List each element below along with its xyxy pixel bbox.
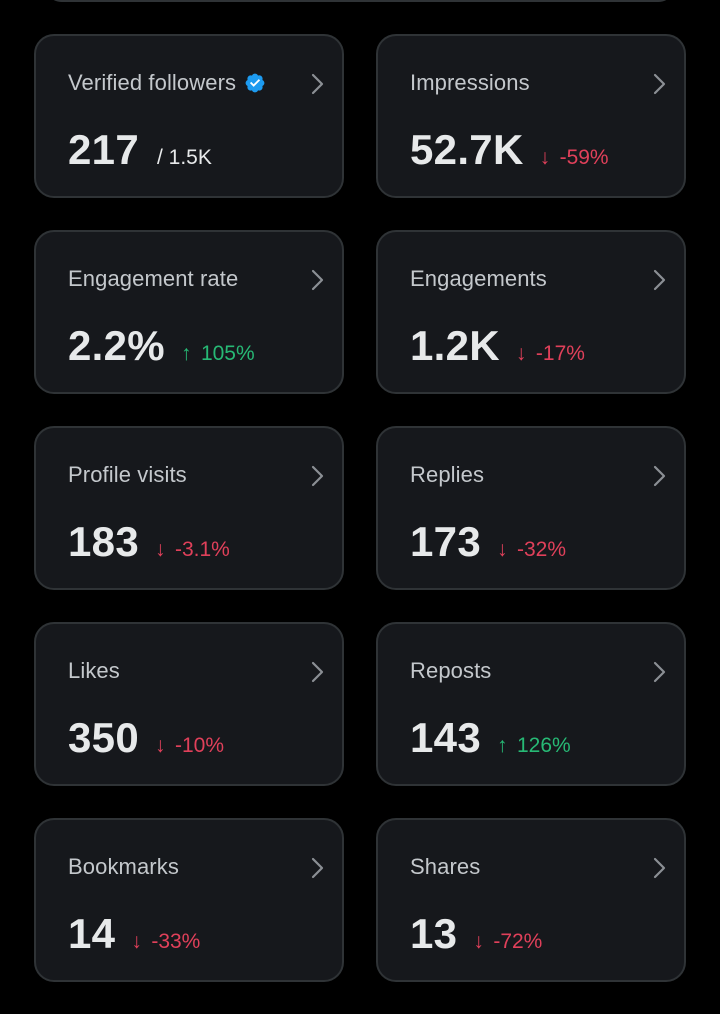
metric-value: 350	[68, 714, 139, 761]
metric-change-value: -32%	[516, 538, 567, 561]
metric-change-value: 126%	[516, 734, 571, 757]
metric-title: Engagements	[410, 266, 547, 291]
metric-title-text: Verified followers	[68, 70, 237, 95]
arrow-down-icon: ↓	[473, 930, 484, 953]
chevron-right-icon	[653, 857, 666, 879]
metric-value-row: 173 ↓ -32%	[410, 518, 566, 566]
metric-value: 13	[410, 910, 458, 957]
chevron-right-icon	[653, 661, 666, 683]
metric-value: 217	[68, 126, 139, 173]
verified-badge-icon	[244, 72, 266, 94]
metric-title: Verified followers	[68, 70, 266, 96]
metric-value-row: 350 ↓ -10%	[68, 714, 224, 762]
metric-change-value: 105%	[200, 342, 255, 365]
arrow-down-icon: ↓	[539, 146, 551, 169]
chevron-right-icon	[653, 465, 666, 487]
metric-value: 183	[68, 518, 139, 565]
metric-title: Reposts	[410, 658, 492, 683]
chevron-right-icon	[311, 269, 324, 291]
metric-card-likes[interactable]: Likes 350 ↓ -10%	[34, 622, 344, 786]
metric-change: ↑ 105%	[181, 342, 255, 366]
arrow-up-icon: ↑	[496, 734, 508, 757]
chevron-right-icon	[311, 857, 324, 879]
metric-title: Shares	[410, 854, 481, 879]
metric-change: ↓ -33%	[131, 930, 200, 954]
metric-change-value: -10%	[174, 734, 225, 757]
metric-card-impressions[interactable]: Impressions 52.7K ↓ -59%	[376, 34, 686, 198]
metric-card-profile-visits[interactable]: Profile visits 183 ↓ -3.1%	[34, 426, 344, 590]
chevron-right-icon	[311, 73, 324, 95]
metric-value: 52.7K	[410, 126, 524, 173]
metric-value-row: 52.7K ↓ -59%	[410, 126, 609, 174]
chevron-right-icon	[653, 269, 666, 291]
metric-card-shares[interactable]: Shares 13 ↓ -72%	[376, 818, 686, 982]
arrow-up-icon: ↑	[180, 342, 192, 365]
metric-change: ↓ -3.1%	[155, 538, 230, 562]
metric-change: ↓ -59%	[540, 146, 609, 170]
metric-card-verified-followers[interactable]: Verified followers 217 / 1.5K	[34, 34, 344, 198]
metric-change-value: -3.1%	[174, 538, 230, 561]
metric-value: 143	[410, 714, 481, 761]
metric-card-engagement-rate[interactable]: Engagement rate 2.2% ↑ 105%	[34, 230, 344, 394]
metric-value-row: 1.2K ↓ -17%	[410, 322, 585, 370]
metric-card-engagements[interactable]: Engagements 1.2K ↓ -17%	[376, 230, 686, 394]
metric-title: Bookmarks	[68, 854, 179, 879]
metric-change-value: -33%	[151, 930, 201, 953]
metric-value-row: 217 / 1.5K	[68, 126, 212, 174]
metric-change: ↓ -72%	[473, 930, 542, 954]
metrics-grid: Verified followers 217 / 1.5K Impression…	[34, 34, 686, 982]
metric-value-row: 143 ↑ 126%	[410, 714, 571, 762]
metric-value-row: 13 ↓ -72%	[410, 910, 542, 958]
metric-value: 14	[68, 910, 116, 957]
chevron-right-icon	[653, 73, 666, 95]
metric-change: ↓ -17%	[516, 342, 585, 366]
metric-value-row: 183 ↓ -3.1%	[68, 518, 230, 566]
arrow-down-icon: ↓	[496, 538, 508, 561]
metric-title: Likes	[68, 658, 120, 683]
arrow-down-icon: ↓	[154, 734, 166, 757]
arrow-down-icon: ↓	[131, 930, 142, 953]
metric-change: ↓ -32%	[497, 538, 566, 562]
metric-title: Profile visits	[68, 462, 187, 487]
metric-value: 1.2K	[410, 322, 500, 369]
metric-card-reposts[interactable]: Reposts 143 ↑ 126%	[376, 622, 686, 786]
metric-card-bookmarks[interactable]: Bookmarks 14 ↓ -33%	[34, 818, 344, 982]
metric-change: ↑ 126%	[497, 734, 571, 758]
arrow-down-icon: ↓	[515, 342, 527, 365]
metric-value-row: 14 ↓ -33%	[68, 910, 200, 958]
metric-card-replies[interactable]: Replies 173 ↓ -32%	[376, 426, 686, 590]
metric-value: 2.2%	[68, 322, 165, 369]
metric-title: Replies	[410, 462, 485, 487]
metric-value-row: 2.2% ↑ 105%	[68, 322, 255, 370]
metric-change: ↓ -10%	[155, 734, 224, 758]
metric-title: Engagement rate	[68, 266, 239, 291]
chevron-right-icon	[311, 465, 324, 487]
metric-change-value: -17%	[535, 342, 585, 365]
metric-title: Impressions	[410, 70, 530, 95]
chevron-right-icon	[311, 661, 324, 683]
arrow-down-icon: ↓	[154, 538, 166, 561]
metric-value: 173	[410, 518, 481, 565]
metric-change-value: -59%	[559, 146, 609, 169]
top-container-edge	[44, 0, 676, 2]
metric-total: / 1.5K	[156, 146, 212, 169]
metric-change-value: -72%	[493, 930, 543, 953]
